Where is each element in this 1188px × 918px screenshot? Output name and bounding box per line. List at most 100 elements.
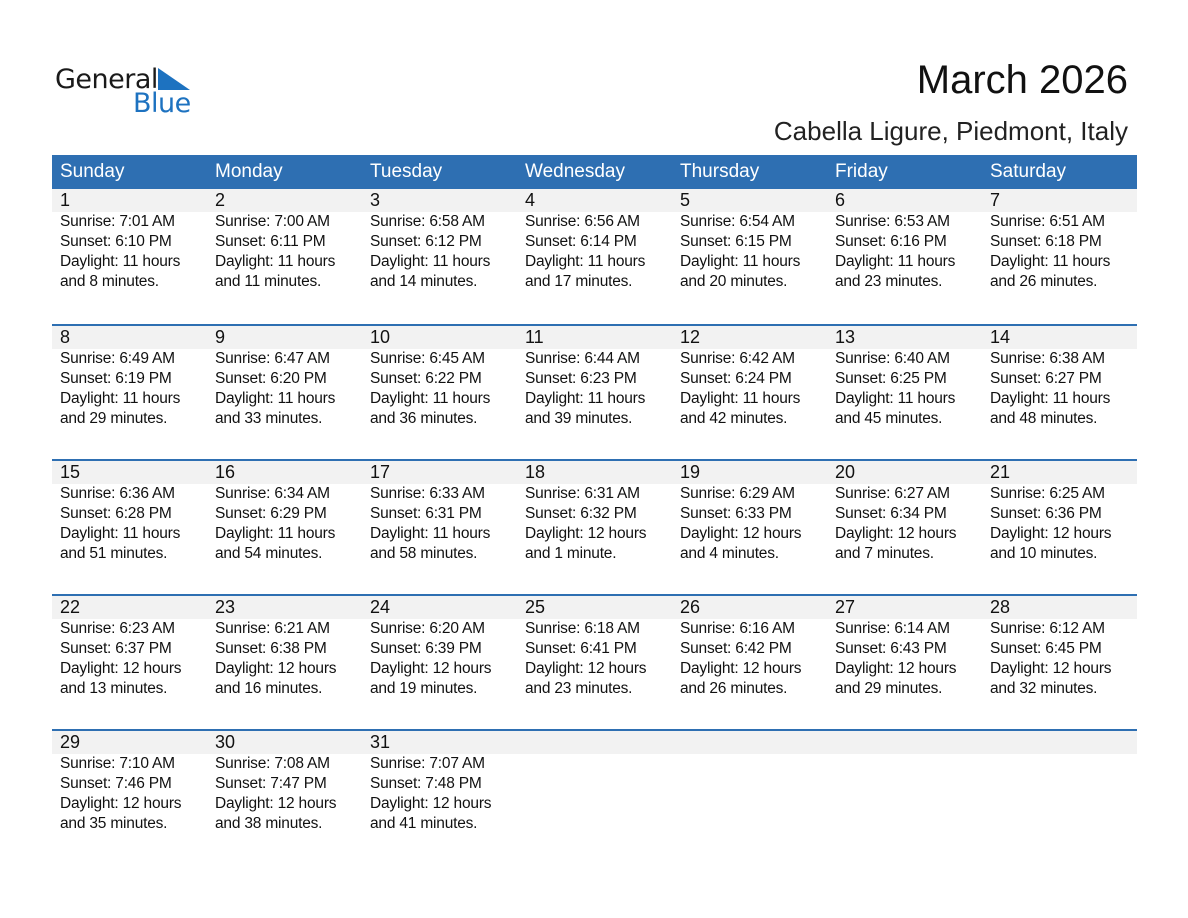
day-cell: 11 Sunrise: 6:44 AM Sunset: 6:23 PM Dayligh… — [517, 326, 672, 459]
sunrise-text: Sunrise: 6:49 AM — [60, 350, 175, 367]
day-cell: 22 Sunrise: 6:23 AM Sunset: 6:37 PM Dayligh… — [52, 596, 207, 729]
week-row: 15 Sunrise: 6:36 AM Sunset: 6:28 PM Dayligh… — [52, 459, 1137, 594]
sunset-text: Sunset: 6:42 PM — [680, 640, 792, 657]
sunrise-text: Sunrise: 6:27 AM — [835, 485, 950, 502]
sunrise-text: Sunrise: 6:18 AM — [525, 620, 640, 637]
day-number: 26 — [680, 597, 701, 617]
daylight-minutes-text: and 23 minutes. — [525, 680, 633, 697]
sunset-text: Sunset: 6:19 PM — [60, 370, 172, 387]
daylight-text: Daylight: 11 hours — [370, 525, 491, 542]
logo-text-general: General — [55, 64, 158, 95]
day-number: 23 — [215, 597, 236, 617]
day-cell: 20 Sunrise: 6:27 AM Sunset: 6:34 PM Dayligh… — [827, 461, 982, 594]
daylight-minutes-text: and 19 minutes. — [370, 680, 478, 697]
daylight-minutes-text: and 51 minutes. — [60, 545, 168, 562]
day-cell: 16 Sunrise: 6:34 AM Sunset: 6:29 PM Dayligh… — [207, 461, 362, 594]
daylight-minutes-text: and 11 minutes. — [215, 273, 322, 290]
sunset-text: Sunset: 6:33 PM — [680, 505, 792, 522]
daylight-text: Daylight: 11 hours — [60, 253, 181, 270]
sunrise-text: Sunrise: 7:08 AM — [215, 755, 330, 772]
day-number: 5 — [680, 190, 691, 210]
sunset-text: Sunset: 7:47 PM — [215, 775, 327, 792]
date-band — [52, 596, 1137, 619]
sunset-text: Sunset: 6:32 PM — [525, 505, 637, 522]
daylight-text: Daylight: 11 hours — [370, 253, 491, 270]
day-number: 8 — [60, 327, 71, 347]
weekday-saturday: Saturday — [990, 161, 1067, 182]
date-band — [52, 326, 1137, 349]
sunset-text: Sunset: 6:27 PM — [990, 370, 1102, 387]
daylight-text: Daylight: 11 hours — [370, 390, 491, 407]
sunset-text: Sunset: 6:29 PM — [215, 505, 327, 522]
sunrise-text: Sunrise: 6:29 AM — [680, 485, 795, 502]
daylight-minutes-text: and 17 minutes. — [525, 273, 633, 290]
daylight-minutes-text: and 33 minutes. — [215, 410, 323, 427]
daylight-text: Daylight: 11 hours — [990, 253, 1111, 270]
daylight-text: Daylight: 11 hours — [215, 390, 336, 407]
sunrise-text: Sunrise: 7:01 AM — [60, 213, 175, 230]
day-number: 31 — [370, 732, 391, 752]
weekday-monday: Monday — [215, 161, 283, 182]
daylight-minutes-text: and 45 minutes. — [835, 410, 943, 427]
day-cell: 6 Sunrise: 6:53 AM Sunset: 6:16 PM Daylight… — [827, 189, 982, 322]
sunset-text: Sunset: 6:18 PM — [990, 233, 1102, 250]
day-cell: 15 Sunrise: 6:36 AM Sunset: 6:28 PM Dayligh… — [52, 461, 207, 594]
daylight-text: Daylight: 12 hours — [370, 660, 492, 677]
day-cell: 14 Sunrise: 6:38 AM Sunset: 6:27 PM Dayligh… — [982, 326, 1137, 459]
daylight-minutes-text: and 26 minutes. — [990, 273, 1098, 290]
day-number: 14 — [990, 327, 1011, 347]
sunset-text: Sunset: 6:25 PM — [835, 370, 947, 387]
daylight-minutes-text: and 36 minutes. — [370, 410, 478, 427]
day-cell: 21 Sunrise: 6:25 AM Sunset: 6:36 PM Dayligh… — [982, 461, 1137, 594]
day-number: 16 — [215, 462, 236, 482]
sunrise-text: Sunrise: 6:12 AM — [990, 620, 1105, 637]
date-band — [52, 461, 1137, 484]
day-cell: 18 Sunrise: 6:31 AM Sunset: 6:32 PM Dayligh… — [517, 461, 672, 594]
daylight-minutes-text: and 58 minutes. — [370, 545, 478, 562]
day-number: 30 — [215, 732, 236, 752]
sunrise-text: Sunrise: 6:34 AM — [215, 485, 330, 502]
daylight-text: Daylight: 12 hours — [370, 795, 492, 812]
daylight-minutes-text: and 14 minutes. — [370, 273, 478, 290]
sunrise-text: Sunrise: 6:31 AM — [525, 485, 640, 502]
daylight-minutes-text: and 8 minutes. — [60, 273, 159, 290]
day-number: 12 — [680, 327, 701, 347]
day-cell: 17 Sunrise: 6:33 AM Sunset: 6:31 PM Dayligh… — [362, 461, 517, 594]
day-cell: 2 Sunrise: 7:00 AM Sunset: 6:11 PM Daylight… — [207, 189, 362, 322]
week-row: 8 Sunrise: 6:49 AM Sunset: 6:19 PM Daylight… — [52, 324, 1137, 459]
daylight-text: Daylight: 12 hours — [60, 795, 182, 812]
logo-text-blue: Blue — [133, 88, 191, 119]
sunrise-text: Sunrise: 6:20 AM — [370, 620, 485, 637]
sunrise-text: Sunrise: 6:14 AM — [835, 620, 950, 637]
day-cell: 23 Sunrise: 6:21 AM Sunset: 6:38 PM Dayligh… — [207, 596, 362, 729]
logo-triangle-icon — [158, 68, 190, 90]
sunset-text: Sunset: 6:11 PM — [215, 233, 326, 250]
daylight-text: Daylight: 12 hours — [680, 525, 802, 542]
day-number: 11 — [525, 327, 544, 347]
day-number: 10 — [370, 327, 391, 347]
daylight-text: Daylight: 12 hours — [215, 795, 337, 812]
daylight-minutes-text: and 54 minutes. — [215, 545, 323, 562]
daylight-minutes-text: and 39 minutes. — [525, 410, 633, 427]
weekday-header: Sunday Monday Tuesday Wednesday Thursday Frid… — [52, 155, 1137, 189]
sunset-text: Sunset: 6:31 PM — [370, 505, 482, 522]
sunrise-text: Sunrise: 6:21 AM — [215, 620, 330, 637]
daylight-text: Daylight: 12 hours — [215, 660, 337, 677]
week-row: 29 Sunrise: 7:10 AM Sunset: 7:46 PM Dayligh… — [52, 729, 1137, 864]
day-number: 22 — [60, 597, 81, 617]
sunset-text: Sunset: 6:37 PM — [60, 640, 172, 657]
weekday-sunday: Sunday — [60, 161, 125, 182]
day-cell: 4 Sunrise: 6:56 AM Sunset: 6:14 PM Daylight… — [517, 189, 672, 322]
day-cell: 25 Sunrise: 6:18 AM Sunset: 6:41 PM Dayligh… — [517, 596, 672, 729]
daylight-minutes-text: and 35 minutes. — [60, 815, 168, 832]
day-number: 13 — [835, 327, 856, 347]
sunrise-text: Sunrise: 6:58 AM — [370, 213, 485, 230]
daylight-minutes-text: and 29 minutes. — [60, 410, 168, 427]
daylight-minutes-text: and 7 minutes. — [835, 545, 934, 562]
sunrise-text: Sunrise: 6:23 AM — [60, 620, 175, 637]
day-cell: 7 Sunrise: 6:51 AM Sunset: 6:18 PM Daylight… — [982, 189, 1137, 322]
sunset-text: Sunset: 6:23 PM — [525, 370, 637, 387]
weekday-tuesday: Tuesday — [370, 161, 443, 182]
daylight-minutes-text: and 41 minutes. — [370, 815, 478, 832]
